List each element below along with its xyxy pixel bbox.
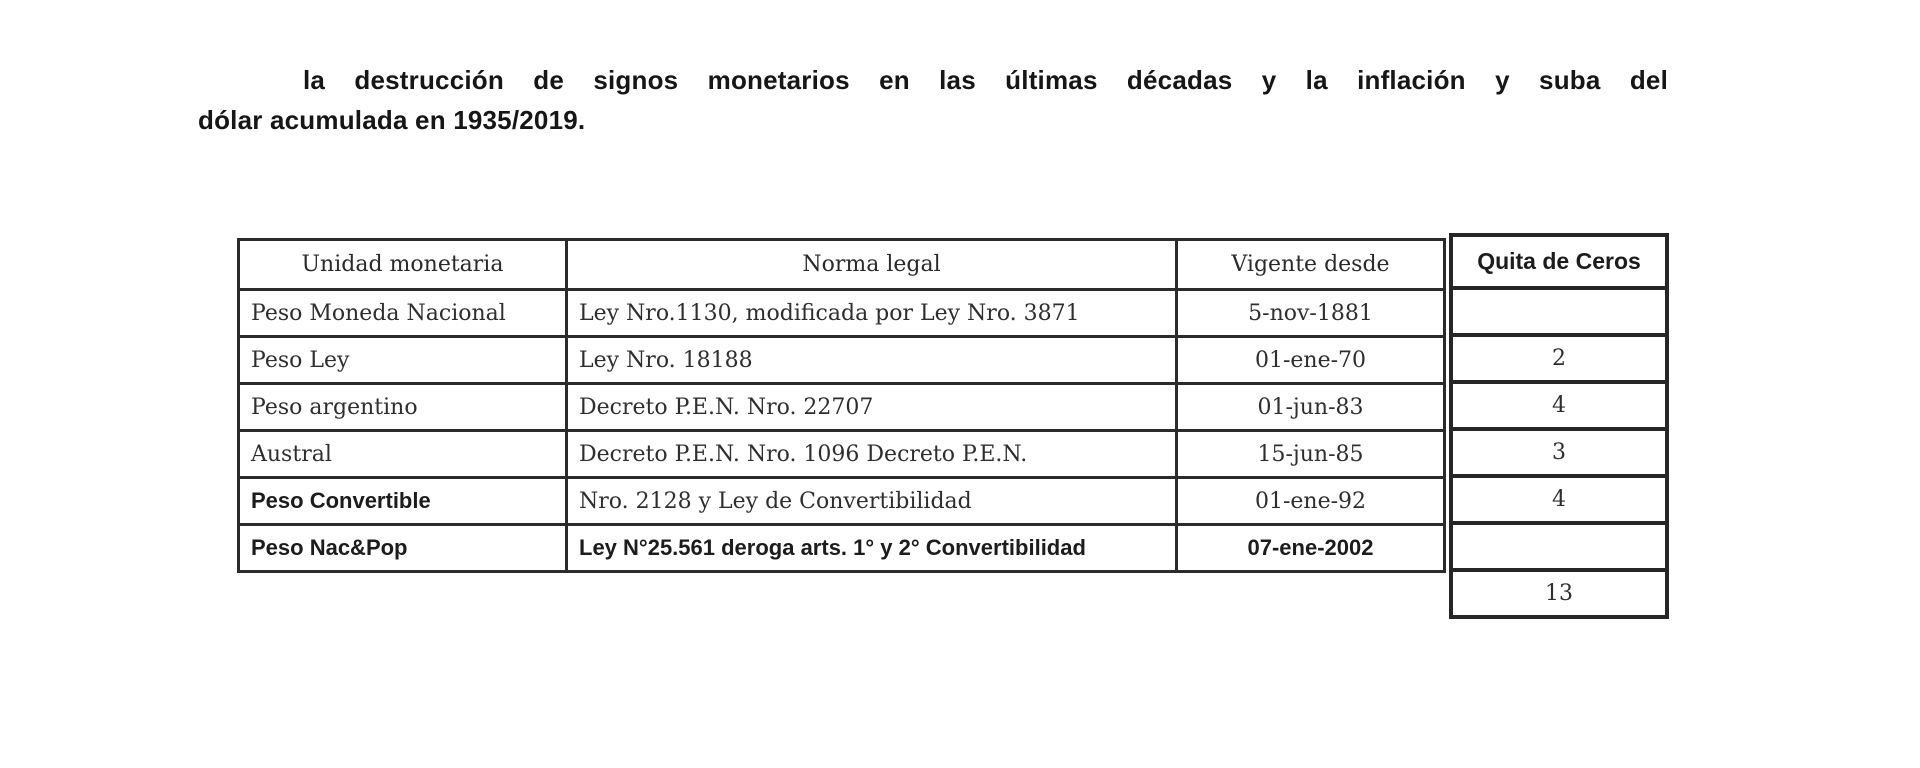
cell-unidad: Peso Convertible: [237, 476, 568, 526]
cell-norma: Ley Nro. 18188: [565, 335, 1178, 385]
quita-row: 3: [1449, 427, 1669, 478]
column-header-norma-legal: Norma legal: [565, 238, 1178, 291]
column-header-quita-de-ceros: Quita de Ceros: [1449, 233, 1669, 290]
table-row-peso-nacpop: Peso Nac&Pop Ley N°25.561 deroga arts. 1…: [237, 523, 1446, 573]
column-header-vigente-desde: Vigente desde: [1175, 238, 1446, 291]
cell-vigente: 01-ene-70: [1175, 335, 1446, 385]
quita-cell: 4: [1449, 380, 1669, 431]
cell-norma: Ley N°25.561 deroga arts. 1° y 2° Conver…: [565, 523, 1178, 573]
cell-vigente: 07-ene-2002: [1175, 523, 1446, 573]
quita-cell: [1449, 521, 1669, 572]
intro-paragraph: la destrucción de signos monetarios en l…: [198, 60, 1668, 140]
cell-norma: Ley Nro.1130, modificada por Ley Nro. 38…: [565, 288, 1178, 338]
paragraph-line-2: dólar acumulada en 1935/2019.: [198, 105, 586, 135]
quita-total-cell: 13: [1449, 568, 1669, 619]
quita-header-row: Quita de Ceros: [1449, 233, 1669, 290]
table-row-peso-moneda-nacional: Peso Moneda Nacional Ley Nro.1130, modif…: [237, 288, 1446, 338]
quita-cell: 4: [1449, 474, 1669, 525]
monetary-units-table: Unidad monetaria Norma legal Vigente des…: [237, 238, 1446, 573]
cell-vigente: 15-jun-85: [1175, 429, 1446, 479]
cell-unidad: Peso Nac&Pop: [237, 523, 568, 573]
cell-norma: Decreto P.E.N. Nro. 22707: [565, 382, 1178, 432]
table-header-row: Unidad monetaria Norma legal Vigente des…: [237, 238, 1446, 291]
quita-row: [1449, 286, 1669, 337]
cell-unidad: Austral: [237, 429, 568, 479]
cell-norma: Nro. 2128 y Ley de Convertibilidad: [565, 476, 1178, 526]
quita-row: 4: [1449, 380, 1669, 431]
paragraph-line-1: la destrucción de signos monetarios en l…: [303, 65, 1668, 95]
cell-unidad: Peso Moneda Nacional: [237, 288, 568, 338]
quita-cell: 2: [1449, 333, 1669, 384]
table-row-peso-convertible: Peso Convertible Nro. 2128 y Ley de Conv…: [237, 476, 1446, 526]
column-header-unidad-monetaria: Unidad monetaria: [237, 238, 568, 291]
quita-de-ceros-column: Quita de Ceros 2 4 3 4 13: [1449, 233, 1669, 619]
quita-cell: 3: [1449, 427, 1669, 478]
cell-vigente: 01-ene-92: [1175, 476, 1446, 526]
quita-row: [1449, 521, 1669, 572]
table-row-peso-ley: Peso Ley Ley Nro. 18188 01-ene-70: [237, 335, 1446, 385]
cell-norma: Decreto P.E.N. Nro. 1096 Decreto P.E.N.: [565, 429, 1178, 479]
cell-unidad: Peso argentino: [237, 382, 568, 432]
quita-cell: [1449, 286, 1669, 337]
cell-vigente: 01-jun-83: [1175, 382, 1446, 432]
table-row-peso-argentino: Peso argentino Decreto P.E.N. Nro. 22707…: [237, 382, 1446, 432]
cell-vigente: 5-nov-1881: [1175, 288, 1446, 338]
quita-row: 2: [1449, 333, 1669, 384]
table-row-austral: Austral Decreto P.E.N. Nro. 1096 Decreto…: [237, 429, 1446, 479]
quita-row: 4: [1449, 474, 1669, 525]
quita-total-row: 13: [1449, 568, 1669, 619]
cell-unidad: Peso Ley: [237, 335, 568, 385]
